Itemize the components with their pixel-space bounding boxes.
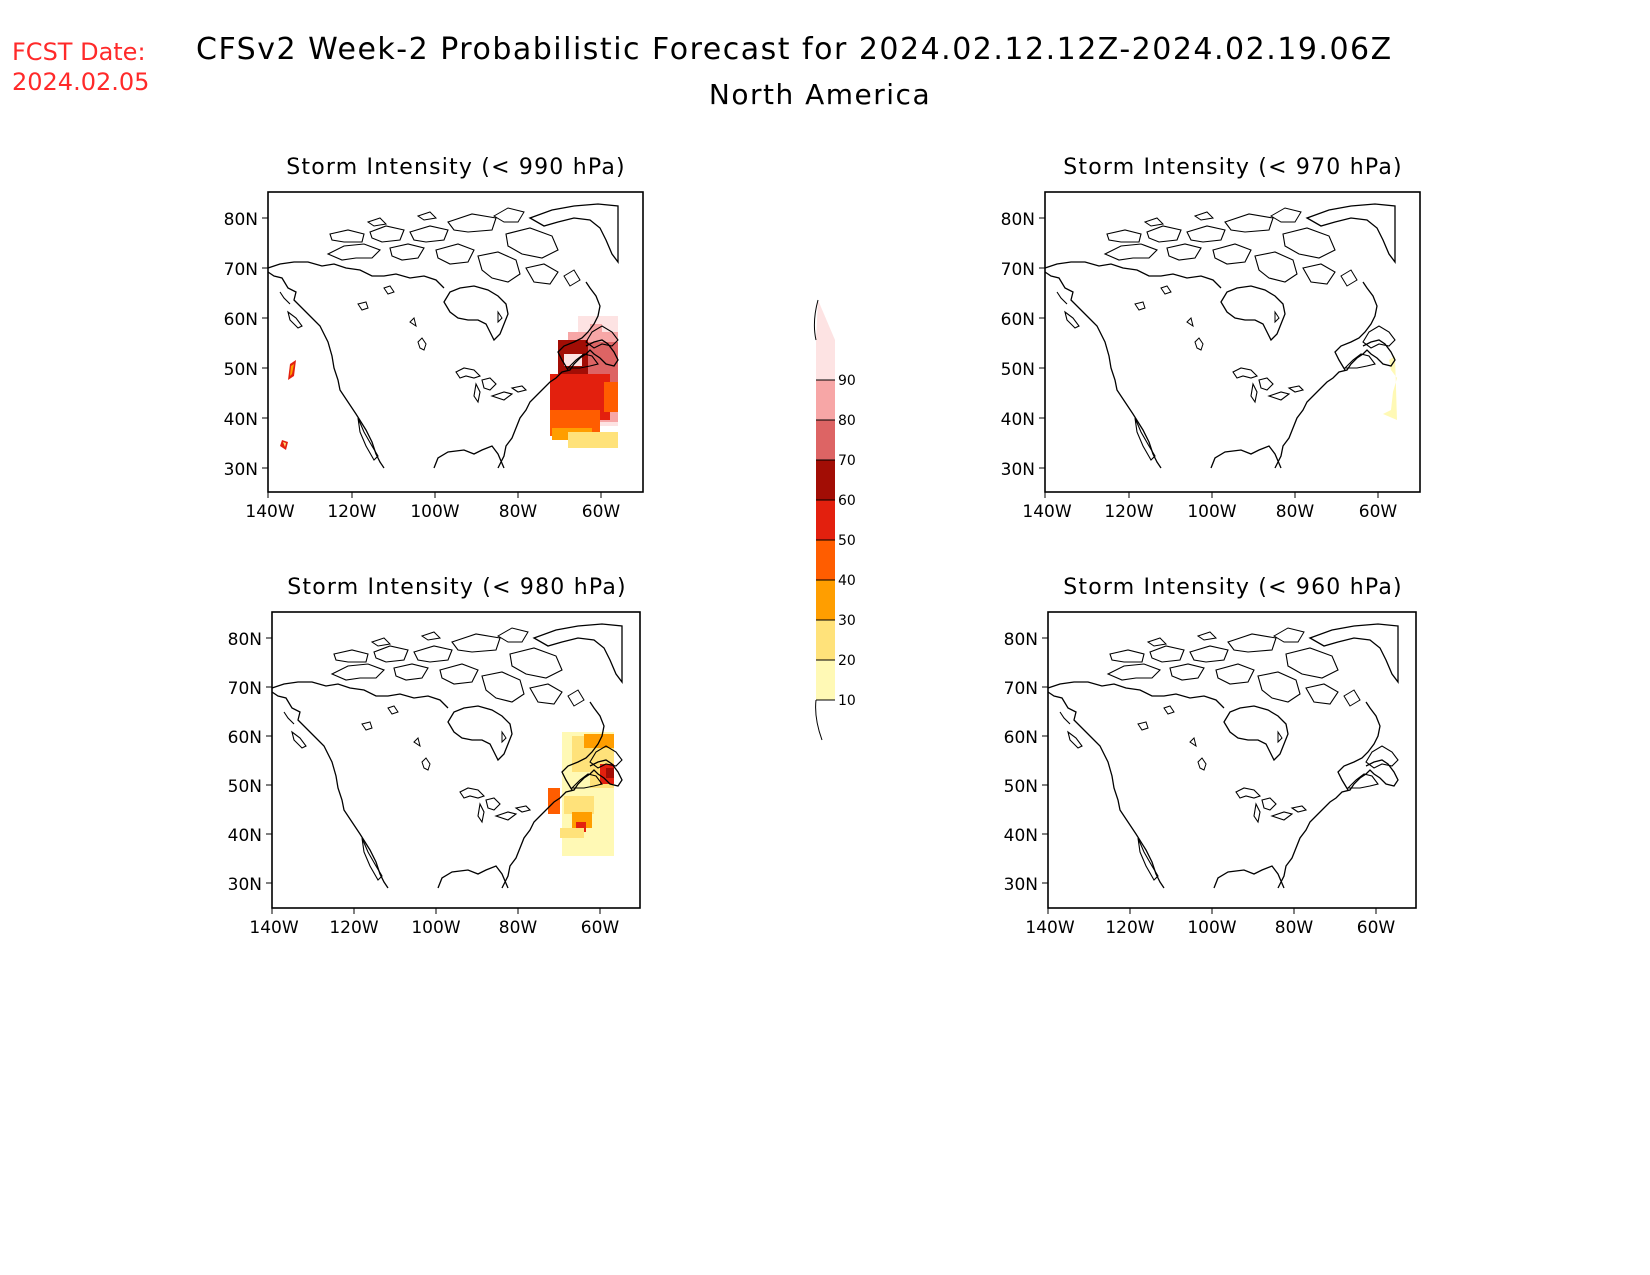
legend-swatch bbox=[816, 460, 835, 500]
legend-swatch bbox=[816, 540, 835, 580]
lat-label: 70N bbox=[224, 260, 258, 280]
lon-label: 100W bbox=[1187, 502, 1236, 522]
lat-label: 40N bbox=[1001, 410, 1035, 430]
lon-axis: 140W 120W 100W 80W 60W bbox=[249, 908, 619, 938]
lon-axis: 140W 120W 100W 80W 60W bbox=[245, 492, 620, 522]
lon-label: 80W bbox=[1276, 502, 1315, 522]
lon-label: 80W bbox=[1275, 918, 1314, 938]
lon-label: 140W bbox=[249, 918, 298, 938]
lat-label: 60N bbox=[228, 728, 262, 748]
lon-label: 60W bbox=[581, 918, 620, 938]
legend-swatch bbox=[816, 500, 835, 540]
panel-title: Storm Intensity (< 960 hPa) bbox=[1063, 575, 1403, 600]
lon-label: 100W bbox=[1187, 918, 1236, 938]
lon-label: 120W bbox=[1105, 918, 1154, 938]
lat-label: 80N bbox=[224, 210, 258, 230]
lon-axis: 140W 120W 100W 80W 60W bbox=[1022, 492, 1397, 522]
panel-frame bbox=[271, 611, 641, 909]
shading-980 bbox=[548, 732, 614, 856]
lat-label: 80N bbox=[1001, 210, 1035, 230]
shading-970 bbox=[1383, 356, 1397, 420]
lat-label: 40N bbox=[224, 410, 258, 430]
lon-label: 120W bbox=[1104, 502, 1153, 522]
lon-label: 120W bbox=[327, 502, 376, 522]
fcst-date-value: 2024.02.05 bbox=[12, 68, 149, 96]
panel-990: Storm Intensity (< 990 hPa) 80N 70N 60N … bbox=[224, 155, 644, 522]
legend-label: 90 bbox=[838, 373, 856, 389]
lon-label: 60W bbox=[1357, 918, 1396, 938]
lat-label: 60N bbox=[1001, 310, 1035, 330]
legend-label: 70 bbox=[838, 453, 856, 469]
lon-label: 60W bbox=[1359, 502, 1398, 522]
lon-label: 140W bbox=[1022, 502, 1071, 522]
panel-title: Storm Intensity (< 990 hPa) bbox=[286, 155, 626, 180]
legend-label: 30 bbox=[838, 613, 856, 629]
panel-title: Storm Intensity (< 970 hPa) bbox=[1063, 155, 1403, 180]
lat-label: 30N bbox=[228, 875, 262, 895]
lat-label: 80N bbox=[228, 630, 262, 650]
legend-label: 40 bbox=[838, 573, 856, 589]
color-legend: 10 20 30 40 50 60 70 80 90 bbox=[813, 299, 856, 741]
shading-990 bbox=[280, 316, 618, 450]
lat-label: 70N bbox=[1001, 260, 1035, 280]
panel-frame bbox=[267, 191, 644, 493]
lat-label: 50N bbox=[1004, 777, 1038, 797]
legend-label: 60 bbox=[838, 493, 856, 509]
legend-label: 80 bbox=[838, 413, 856, 429]
panel-title: Storm Intensity (< 980 hPa) bbox=[287, 575, 627, 600]
lon-label: 80W bbox=[499, 502, 538, 522]
lat-label: 30N bbox=[224, 460, 258, 480]
lat-label: 70N bbox=[1004, 679, 1038, 699]
lat-label: 50N bbox=[224, 360, 258, 380]
fcst-date-label: FCST Date: bbox=[12, 38, 146, 66]
lat-label: 50N bbox=[1001, 360, 1035, 380]
panel-970: Storm Intensity (< 970 hPa) 80N 70N 60N … bbox=[1001, 155, 1421, 522]
legend-label: 50 bbox=[838, 533, 856, 549]
legend-swatch bbox=[816, 420, 835, 460]
lat-axis: 80N 70N 60N 50N 40N 30N bbox=[1004, 630, 1048, 895]
page-subtitle: North America bbox=[709, 78, 931, 111]
lat-axis: 80N 70N 60N 50N 40N 30N bbox=[224, 210, 268, 480]
lat-label: 70N bbox=[228, 679, 262, 699]
lon-label: 140W bbox=[245, 502, 294, 522]
lat-label: 60N bbox=[224, 310, 258, 330]
lat-axis: 80N 70N 60N 50N 40N 30N bbox=[1001, 210, 1045, 480]
lon-label: 60W bbox=[582, 502, 621, 522]
legend-swatch bbox=[816, 620, 835, 660]
lon-label: 120W bbox=[329, 918, 378, 938]
lon-axis: 140W 120W 100W 80W 60W bbox=[1025, 908, 1395, 938]
legend-end-caps bbox=[813, 299, 823, 741]
lon-label: 140W bbox=[1025, 918, 1074, 938]
lat-label: 80N bbox=[1004, 630, 1038, 650]
lat-axis: 80N 70N 60N 50N 40N 30N bbox=[228, 630, 272, 895]
lat-label: 40N bbox=[228, 826, 262, 846]
legend-top-cap bbox=[816, 300, 835, 340]
legend-swatch bbox=[816, 660, 835, 700]
lat-label: 30N bbox=[1001, 460, 1035, 480]
legend-swatch bbox=[816, 580, 835, 620]
legend-label: 20 bbox=[838, 653, 856, 669]
panel-frame bbox=[1047, 611, 1417, 909]
legend-swatch bbox=[816, 380, 835, 420]
legend-label: 10 bbox=[838, 693, 856, 709]
lat-label: 40N bbox=[1004, 826, 1038, 846]
lat-label: 50N bbox=[228, 777, 262, 797]
lat-label: 30N bbox=[1004, 875, 1038, 895]
panel-980: Storm Intensity (< 980 hPa) 80N 70N 60N … bbox=[228, 575, 641, 938]
panel-frame bbox=[1044, 191, 1421, 493]
lon-label: 100W bbox=[410, 502, 459, 522]
page-title: CFSv2 Week-2 Probabilistic Forecast for … bbox=[196, 32, 1393, 67]
panel-960: Storm Intensity (< 960 hPa) 80N 70N 60N … bbox=[1004, 575, 1417, 938]
lat-label: 60N bbox=[1004, 728, 1038, 748]
lon-label: 100W bbox=[411, 918, 460, 938]
lon-label: 80W bbox=[499, 918, 538, 938]
legend-swatch bbox=[816, 340, 835, 380]
